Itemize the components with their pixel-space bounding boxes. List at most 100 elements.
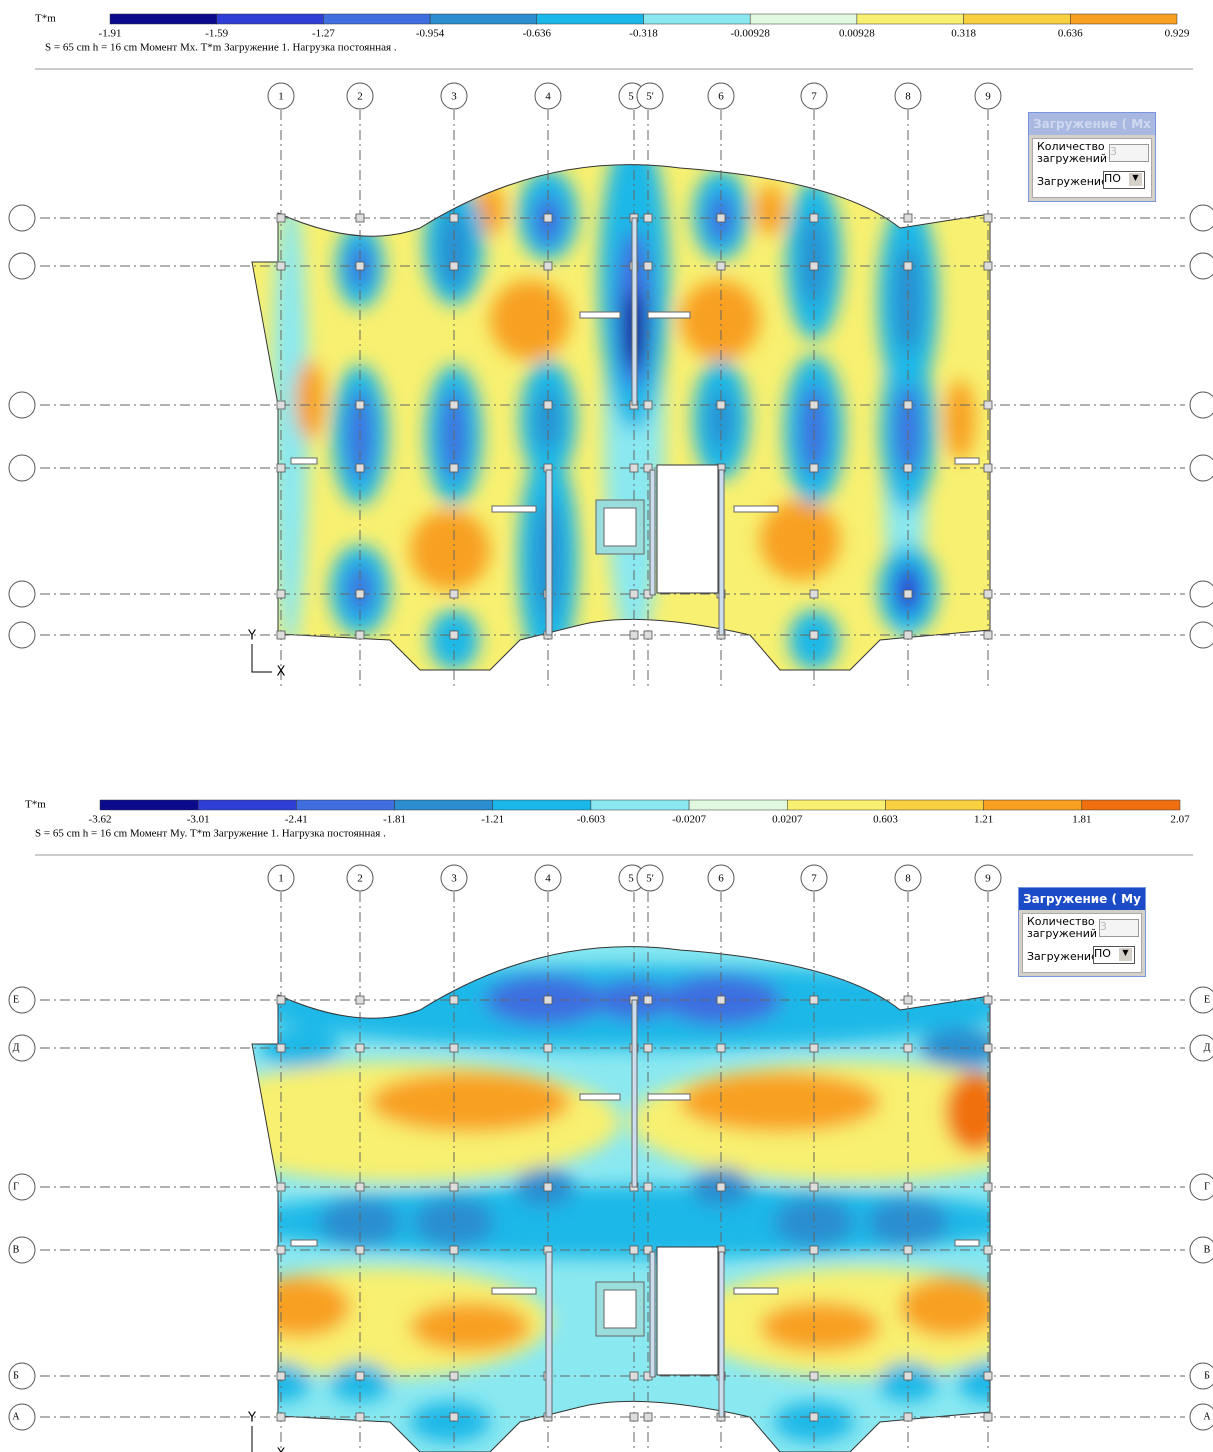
row-label: В — [1204, 1244, 1211, 1255]
column-label: 3 — [451, 91, 457, 103]
wall — [580, 312, 620, 318]
column-node — [630, 1413, 638, 1421]
column-node — [644, 1044, 652, 1052]
contour-zone — [900, 1277, 1000, 1337]
column-node — [277, 590, 285, 598]
column-node — [356, 590, 364, 598]
column-node — [717, 401, 725, 409]
column-node — [450, 590, 458, 598]
column-node — [644, 996, 652, 1004]
scale-swatch — [296, 800, 394, 810]
column-node — [717, 262, 725, 270]
wall — [650, 470, 655, 595]
contour-zone — [370, 1072, 570, 1132]
column-node — [984, 631, 992, 639]
column-node — [277, 1044, 285, 1052]
row-label: Г — [1204, 1181, 1210, 1192]
scale-label: -3.62 — [89, 814, 112, 826]
load-select[interactable]: ПО ▼ — [1093, 946, 1135, 964]
column-node — [356, 401, 364, 409]
column-label: 6 — [718, 873, 724, 885]
scale-label: 0.929 — [1165, 28, 1190, 40]
column-node — [644, 214, 652, 222]
dropdown-arrow[interactable]: ▼ — [1129, 173, 1142, 186]
scale-label: -2.41 — [285, 814, 308, 826]
scale-swatch — [395, 800, 493, 810]
column-label: 2 — [357, 873, 363, 885]
column-node — [984, 401, 992, 409]
load-value: ПО — [1094, 947, 1111, 960]
column-node — [277, 1413, 285, 1421]
wall — [580, 1094, 620, 1100]
contour-zone — [945, 380, 975, 460]
column-node — [644, 631, 652, 639]
contour-zone — [755, 185, 785, 235]
scale-label: 0.0207 — [772, 814, 803, 826]
axis-x: X — [277, 665, 286, 680]
column-node — [810, 401, 818, 409]
row-label: Д — [1204, 1042, 1211, 1053]
column-node — [904, 590, 912, 598]
axis-bubble — [1190, 205, 1213, 231]
column-label: 7 — [811, 873, 817, 885]
contour-zone — [680, 1072, 880, 1132]
scale-label: -3.01 — [187, 814, 210, 826]
contour-zone — [410, 510, 490, 590]
load-select[interactable]: ПО▼ — [1103, 171, 1145, 189]
wall — [492, 506, 536, 512]
dialog-body: Количество загружений 3 Загружение ПО▼ — [1022, 913, 1142, 973]
column-node — [717, 214, 725, 222]
row-label: Б — [13, 1370, 19, 1381]
column-node — [984, 1044, 992, 1052]
column-node — [450, 262, 458, 270]
column-node — [810, 590, 818, 598]
column-node — [356, 1044, 364, 1052]
column-node — [356, 262, 364, 270]
column-node — [644, 262, 652, 270]
column-node — [544, 214, 552, 222]
dialog: Загружение ( My ) Количество загружений … — [1018, 887, 1146, 977]
contour-zone — [760, 1302, 880, 1352]
wall — [648, 1094, 690, 1100]
column-node — [810, 1372, 818, 1380]
scale-label: -1.21 — [481, 814, 504, 826]
column-node — [450, 214, 458, 222]
axis-bubble — [9, 253, 35, 279]
scale-label: 2.07 — [1170, 814, 1190, 826]
column-node — [544, 1183, 552, 1191]
row-label: Г — [13, 1181, 19, 1192]
scale-label: -1.27 — [312, 28, 335, 40]
axis-bubble — [9, 581, 35, 607]
column-node — [356, 1413, 364, 1421]
column-node — [356, 464, 364, 472]
scale-label: -1.59 — [205, 28, 228, 40]
column-node — [544, 401, 552, 409]
wall — [734, 1288, 778, 1294]
column-node — [277, 214, 285, 222]
scale-swatch — [1070, 14, 1177, 24]
column-label: 5 — [628, 873, 634, 885]
scale-swatch — [984, 800, 1082, 810]
column-node — [904, 996, 912, 1004]
column-node — [810, 996, 818, 1004]
column-node — [984, 214, 992, 222]
axis-bubble — [1190, 253, 1213, 279]
count-input[interactable]: 3 — [1099, 919, 1139, 937]
axis-bubble — [1190, 581, 1213, 607]
column-label: 4 — [545, 873, 551, 885]
column-node — [450, 1372, 458, 1380]
column-node — [717, 996, 725, 1004]
count-input[interactable]: 3 — [1109, 144, 1149, 162]
column-node — [717, 1183, 725, 1191]
row-label: Е — [13, 994, 19, 1005]
column-node — [984, 1246, 992, 1254]
wall — [719, 1252, 724, 1417]
axis-bubble — [1190, 392, 1213, 418]
dropdown-arrow[interactable]: ▼ — [1119, 948, 1132, 961]
axis-bubble — [9, 205, 35, 231]
scale-swatch — [885, 800, 983, 810]
column-node — [810, 214, 818, 222]
column-node — [450, 401, 458, 409]
wall — [291, 458, 317, 464]
dialog: Загружение ( Mx ) Количество загружений … — [1028, 112, 1156, 202]
